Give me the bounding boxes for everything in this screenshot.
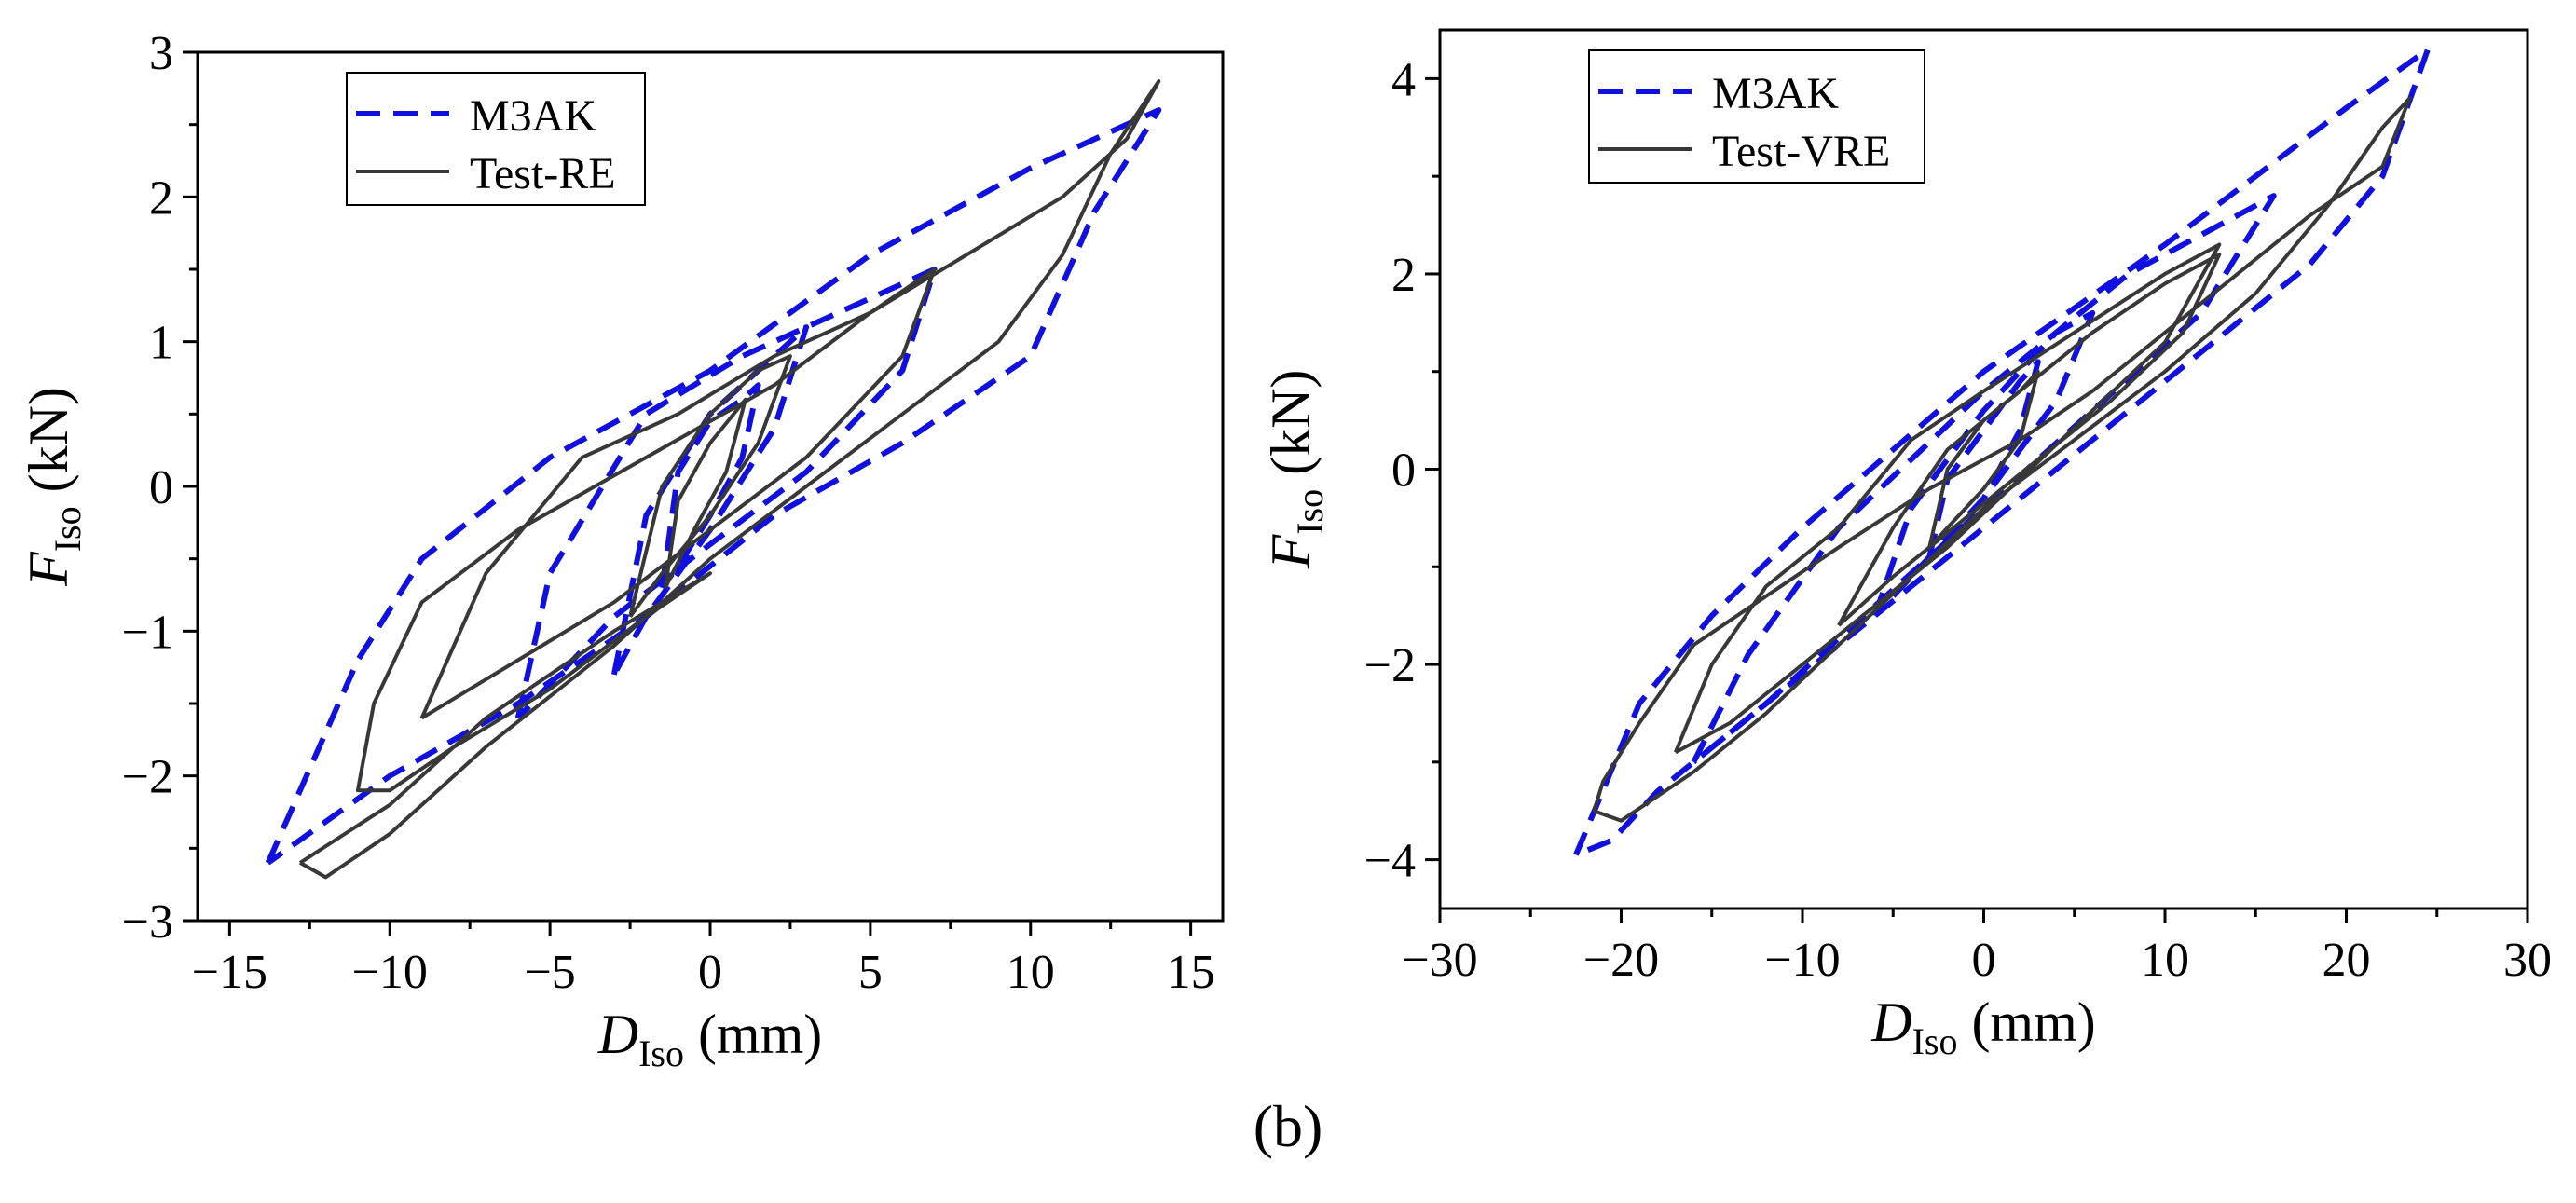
x-tick-label: 20 — [2323, 934, 2371, 987]
series-test-re-loop — [419, 267, 937, 720]
series-test-vre-loop — [1592, 96, 2412, 823]
series-m3ak-loop — [1573, 47, 2431, 858]
legend: M3AK Test-VRE — [1588, 49, 1925, 184]
x-tick-label: 5 — [858, 946, 883, 999]
legend-box — [346, 72, 646, 206]
series-test-re-loop — [298, 79, 1161, 880]
series-test-vre-loop — [1927, 369, 2040, 549]
y-tick-label: 0 — [1391, 444, 1416, 498]
series-m3ak-loop — [1871, 309, 2096, 618]
y-axis-label: FIso (kN) — [18, 387, 89, 587]
series-test-re — [298, 79, 1161, 880]
x-tick-label: −20 — [1583, 934, 1659, 987]
x-tick-label: 15 — [1167, 946, 1215, 999]
y-tick-label: −4 — [1364, 835, 1416, 888]
y-tick-label: 3 — [149, 27, 173, 80]
x-tick-label: 0 — [698, 946, 722, 999]
y-tick-label: −2 — [1364, 639, 1416, 692]
legend-label-m3ak: M3AK — [1712, 69, 1839, 118]
y-tick-label: 2 — [149, 171, 173, 225]
x-tick-label: 10 — [1007, 946, 1055, 999]
y-tick-label: 0 — [149, 461, 173, 514]
panel-label: (b) — [1254, 1093, 1323, 1159]
y-tick-label: −1 — [122, 606, 173, 659]
y-tick-label: −2 — [122, 751, 173, 804]
y-axis-label: FIso (kN) — [1260, 370, 1331, 570]
x-tick-label: −10 — [1764, 934, 1840, 987]
legend-label-test-vre: Test-VRE — [1712, 127, 1890, 176]
legend-box — [1588, 49, 1925, 184]
y-tick-label: 2 — [1391, 249, 1416, 302]
y-tick-label: 4 — [1391, 53, 1416, 106]
x-tick-label: −5 — [524, 946, 575, 999]
series-test-vre-loop — [1837, 253, 2222, 627]
legend-label-test-re: Test-RE — [470, 149, 616, 198]
series-test-vre-loop — [1673, 242, 2222, 755]
series-m3ak-loop — [659, 382, 761, 590]
x-tick-label: −30 — [1402, 934, 1477, 987]
y-tick-label: −3 — [122, 895, 173, 949]
legend-label-m3ak: M3AK — [470, 91, 596, 141]
series-m3ak-loop — [265, 107, 1162, 866]
x-tick-label: −10 — [352, 946, 428, 999]
x-axis-label: DIso (mm) — [1870, 991, 2096, 1062]
y-tick-label: 1 — [149, 317, 173, 370]
x-axis-label: DIso (mm) — [597, 1004, 823, 1074]
x-tick-label: 0 — [1972, 934, 1996, 987]
x-tick-label: 30 — [2503, 934, 2552, 987]
legend: M3AK Test-RE — [346, 72, 646, 206]
x-tick-label: 10 — [2141, 934, 2189, 987]
x-tick-label: −15 — [192, 946, 267, 999]
series-test-vre — [1592, 96, 2412, 823]
